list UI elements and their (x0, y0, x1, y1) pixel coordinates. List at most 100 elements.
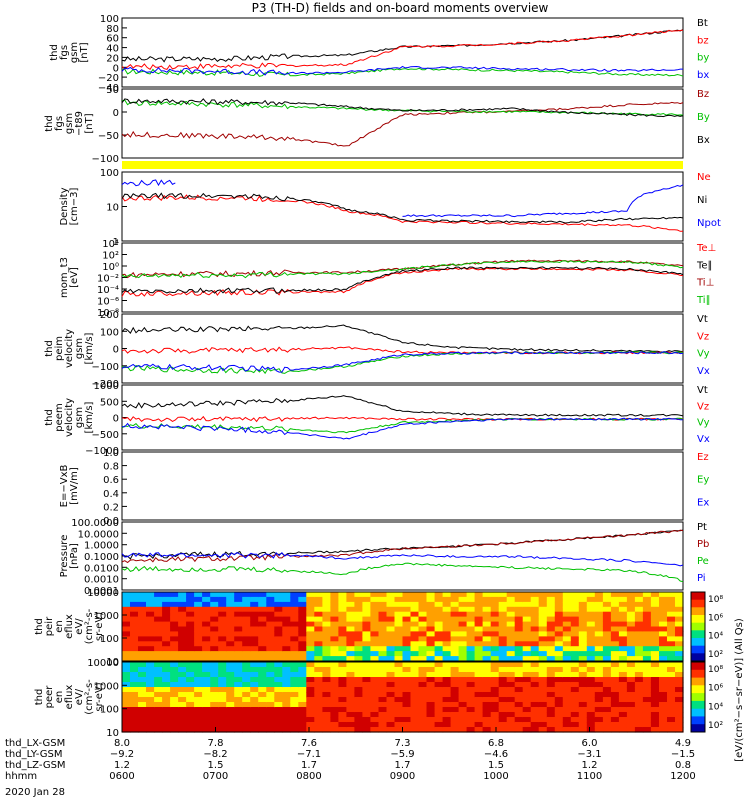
spectrogram-cell (634, 692, 644, 698)
series-line-vt (121, 395, 684, 417)
spectrogram-cell (570, 651, 580, 657)
spectrogram-cell (370, 631, 379, 637)
spectrogram-cell (554, 631, 564, 637)
spectrogram-cell (410, 601, 420, 608)
spectrogram-cell (250, 621, 259, 628)
spectrogram-cell (298, 596, 307, 603)
spectrogram-cell (298, 616, 307, 623)
spectrogram-cell (362, 667, 371, 673)
spectrogram-cell (330, 596, 339, 603)
spectrogram-cell (514, 672, 524, 678)
spectrogram-cell (562, 636, 572, 642)
spectrogram-cell (474, 682, 484, 688)
spectrogram-cell (522, 656, 532, 662)
spectrogram-cell (210, 646, 219, 652)
spectrogram-cell (667, 646, 676, 652)
spectrogram-cell (610, 601, 620, 608)
spectrogram-cell (242, 707, 251, 713)
spectrogram-cell (194, 667, 203, 673)
spectrogram-cell (258, 601, 267, 608)
x-tick-label: 7.6 (301, 738, 317, 749)
spectrogram-cell (250, 601, 259, 608)
series-line-pb (121, 529, 684, 564)
spectrogram-cell (675, 707, 684, 713)
spectrogram-cell (602, 621, 612, 628)
spectrogram-cell (650, 656, 660, 662)
spectrogram-cell (418, 687, 428, 693)
spectrogram-cell (378, 697, 388, 703)
spectrogram-cell (178, 621, 187, 628)
spectrogram-cell (338, 646, 347, 652)
spectrogram-cell (562, 601, 572, 608)
spectrogram-cell (490, 616, 500, 623)
spectrogram-cell (554, 601, 564, 608)
spectrogram-cell (234, 692, 243, 698)
spectrogram-cell (546, 667, 556, 673)
spectrogram-cell (490, 621, 500, 628)
spectrogram-cell (226, 626, 235, 632)
spectrogram-cell (498, 677, 508, 683)
spectrogram-cell (538, 702, 548, 708)
spectrogram-cell (490, 702, 500, 708)
panel-frame (121, 17, 684, 88)
spectrogram-cell (282, 646, 291, 652)
spectrogram-cell (386, 606, 396, 613)
y-axis-label-line: [eV] (69, 267, 80, 288)
spectrogram-cell (154, 717, 163, 723)
spectrogram-cell (562, 641, 572, 647)
spectrogram-cell (474, 592, 484, 598)
spectrogram-cell (346, 601, 355, 608)
spectrogram-cell (338, 656, 347, 662)
spectrogram-cell (274, 682, 283, 688)
colorbar-segment (691, 685, 705, 694)
spectrogram-cell (530, 667, 540, 673)
spectrogram-cell (282, 621, 291, 628)
spectrogram-cell (442, 616, 452, 623)
spectrogram-cell (586, 687, 596, 693)
spectrogram-cell (162, 611, 171, 618)
spectrogram-cell (410, 651, 420, 657)
spectrogram-cell (402, 631, 412, 637)
spectrogram-cell (426, 677, 436, 683)
spectrogram-cell (146, 702, 155, 708)
spectrogram-cell (314, 596, 323, 603)
spectrogram-cell (338, 626, 347, 632)
spectrogram-cell (250, 727, 259, 733)
spectrogram-cell (530, 702, 540, 708)
spectrogram-cell (202, 707, 211, 713)
spectrogram-cell (506, 596, 516, 603)
spectrogram-cell (562, 596, 572, 603)
spectrogram-cell (458, 687, 468, 693)
spectrogram-cell (530, 707, 540, 713)
panel-peem_velocity: 10005000−500−1000thdpeemvelocitygsm[km/s… (44, 381, 710, 457)
spectrogram-cell (458, 611, 468, 618)
spectrogram-cell (466, 717, 476, 723)
spectrogram-cell (346, 636, 355, 642)
spectrogram-cell (234, 616, 243, 623)
spectrogram-cell (675, 596, 684, 603)
spectrogram-cell (650, 672, 660, 678)
spectrogram-cell (562, 727, 572, 733)
y-axis-label: Density[cm−3] (59, 187, 80, 225)
spectrogram-cell (546, 672, 556, 678)
spectrogram-cell (202, 702, 211, 708)
x-tick-label: 8.0 (114, 738, 130, 749)
spectrogram-cell (170, 626, 179, 632)
spectrogram-cell (314, 611, 323, 618)
spectrogram-cell (602, 592, 612, 598)
spectrogram-cell (218, 722, 227, 728)
spectrogram-cell (570, 707, 580, 713)
spectrogram-cell (450, 677, 460, 683)
spectrogram-cell (274, 662, 283, 668)
spectrogram-cell (138, 727, 147, 733)
spectrogram-cell (546, 606, 556, 613)
spectrogram-cell (562, 672, 572, 678)
spectrogram-cell (450, 606, 460, 613)
spectrogram-cell (258, 611, 267, 618)
spectrogram-cell (546, 677, 556, 683)
spectrogram-cell (194, 606, 203, 613)
spectrogram-cell (426, 707, 436, 713)
spectrogram-cell (242, 712, 251, 718)
spectrogram-cell (394, 651, 404, 657)
spectrogram-cell (490, 672, 500, 678)
